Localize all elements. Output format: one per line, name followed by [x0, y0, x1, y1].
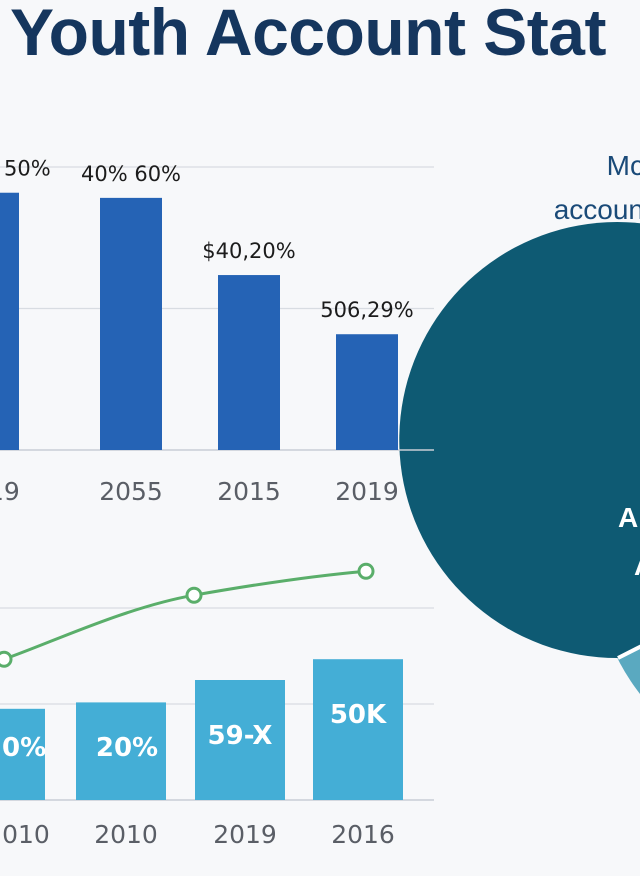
bottom-chart-data-label-3: 50K: [330, 700, 387, 730]
top-chart-data-label-3: 506,29%: [320, 298, 413, 322]
top-chart-data-label-2: $40,20%: [202, 239, 295, 263]
top-chart-category-label-1: 2055: [99, 477, 163, 506]
bottom-chart-bar-1: [76, 702, 166, 800]
pie-slice-divider: [617, 644, 640, 660]
pie-slice-label-line1: A: [618, 502, 639, 533]
bottom-chart-data-label-0: 0%: [2, 733, 46, 763]
bottom-chart-data-label-1: 20%: [96, 733, 158, 763]
bottom-chart-category-label-0: 2010: [0, 820, 50, 849]
top-bar-chart: 50% 2019 40% 60% 2055 $40,20% 2015 506,29% 2019: [0, 157, 434, 506]
page-title: Youth Account Stat: [10, 0, 606, 69]
pie-caption-line1: Mc: [606, 150, 640, 181]
top-chart-bar-1: [100, 197, 162, 450]
pie-chart: [399, 222, 640, 694]
pie-slice-label-line2: A: [634, 550, 640, 582]
bottom-chart-trend-point-0: [0, 650, 13, 668]
top-chart-data-label-0: 50%: [4, 157, 51, 181]
top-chart-category-label-0: 2019: [0, 477, 20, 506]
top-chart-data-label-1: 40% 60%: [81, 162, 181, 186]
pie-slice-main: [399, 222, 640, 659]
bottom-chart-data-label-2: 59-X: [208, 721, 273, 751]
bottom-chart-bar-3: [313, 659, 403, 800]
bottom-chart-trend-line: [3, 569, 367, 661]
bottom-chart-bar-2: [195, 680, 285, 800]
top-chart-bar-3: [336, 334, 398, 450]
top-chart-category-label-3: 2019: [335, 477, 399, 506]
bottom-chart-trend-point-2: [185, 586, 203, 604]
top-chart-bar-2: [218, 275, 280, 450]
bottom-chart-category-label-3: 2016: [331, 820, 395, 849]
pie-caption-line2: accoun: [553, 194, 640, 225]
bottom-chart-bar-0: [0, 708, 45, 800]
bottom-chart-trend-point-3: [357, 562, 375, 580]
bottom-chart-category-label-1: 2010: [94, 820, 158, 849]
top-chart-category-label-2: 2015: [217, 477, 281, 506]
top-chart-bar-0: [0, 192, 19, 450]
bottom-chart-category-label-2: 2019: [213, 820, 277, 849]
bottom-combo-chart: 0% 2010 20% 2010 59-X 2019 50K 2016: [0, 562, 434, 849]
